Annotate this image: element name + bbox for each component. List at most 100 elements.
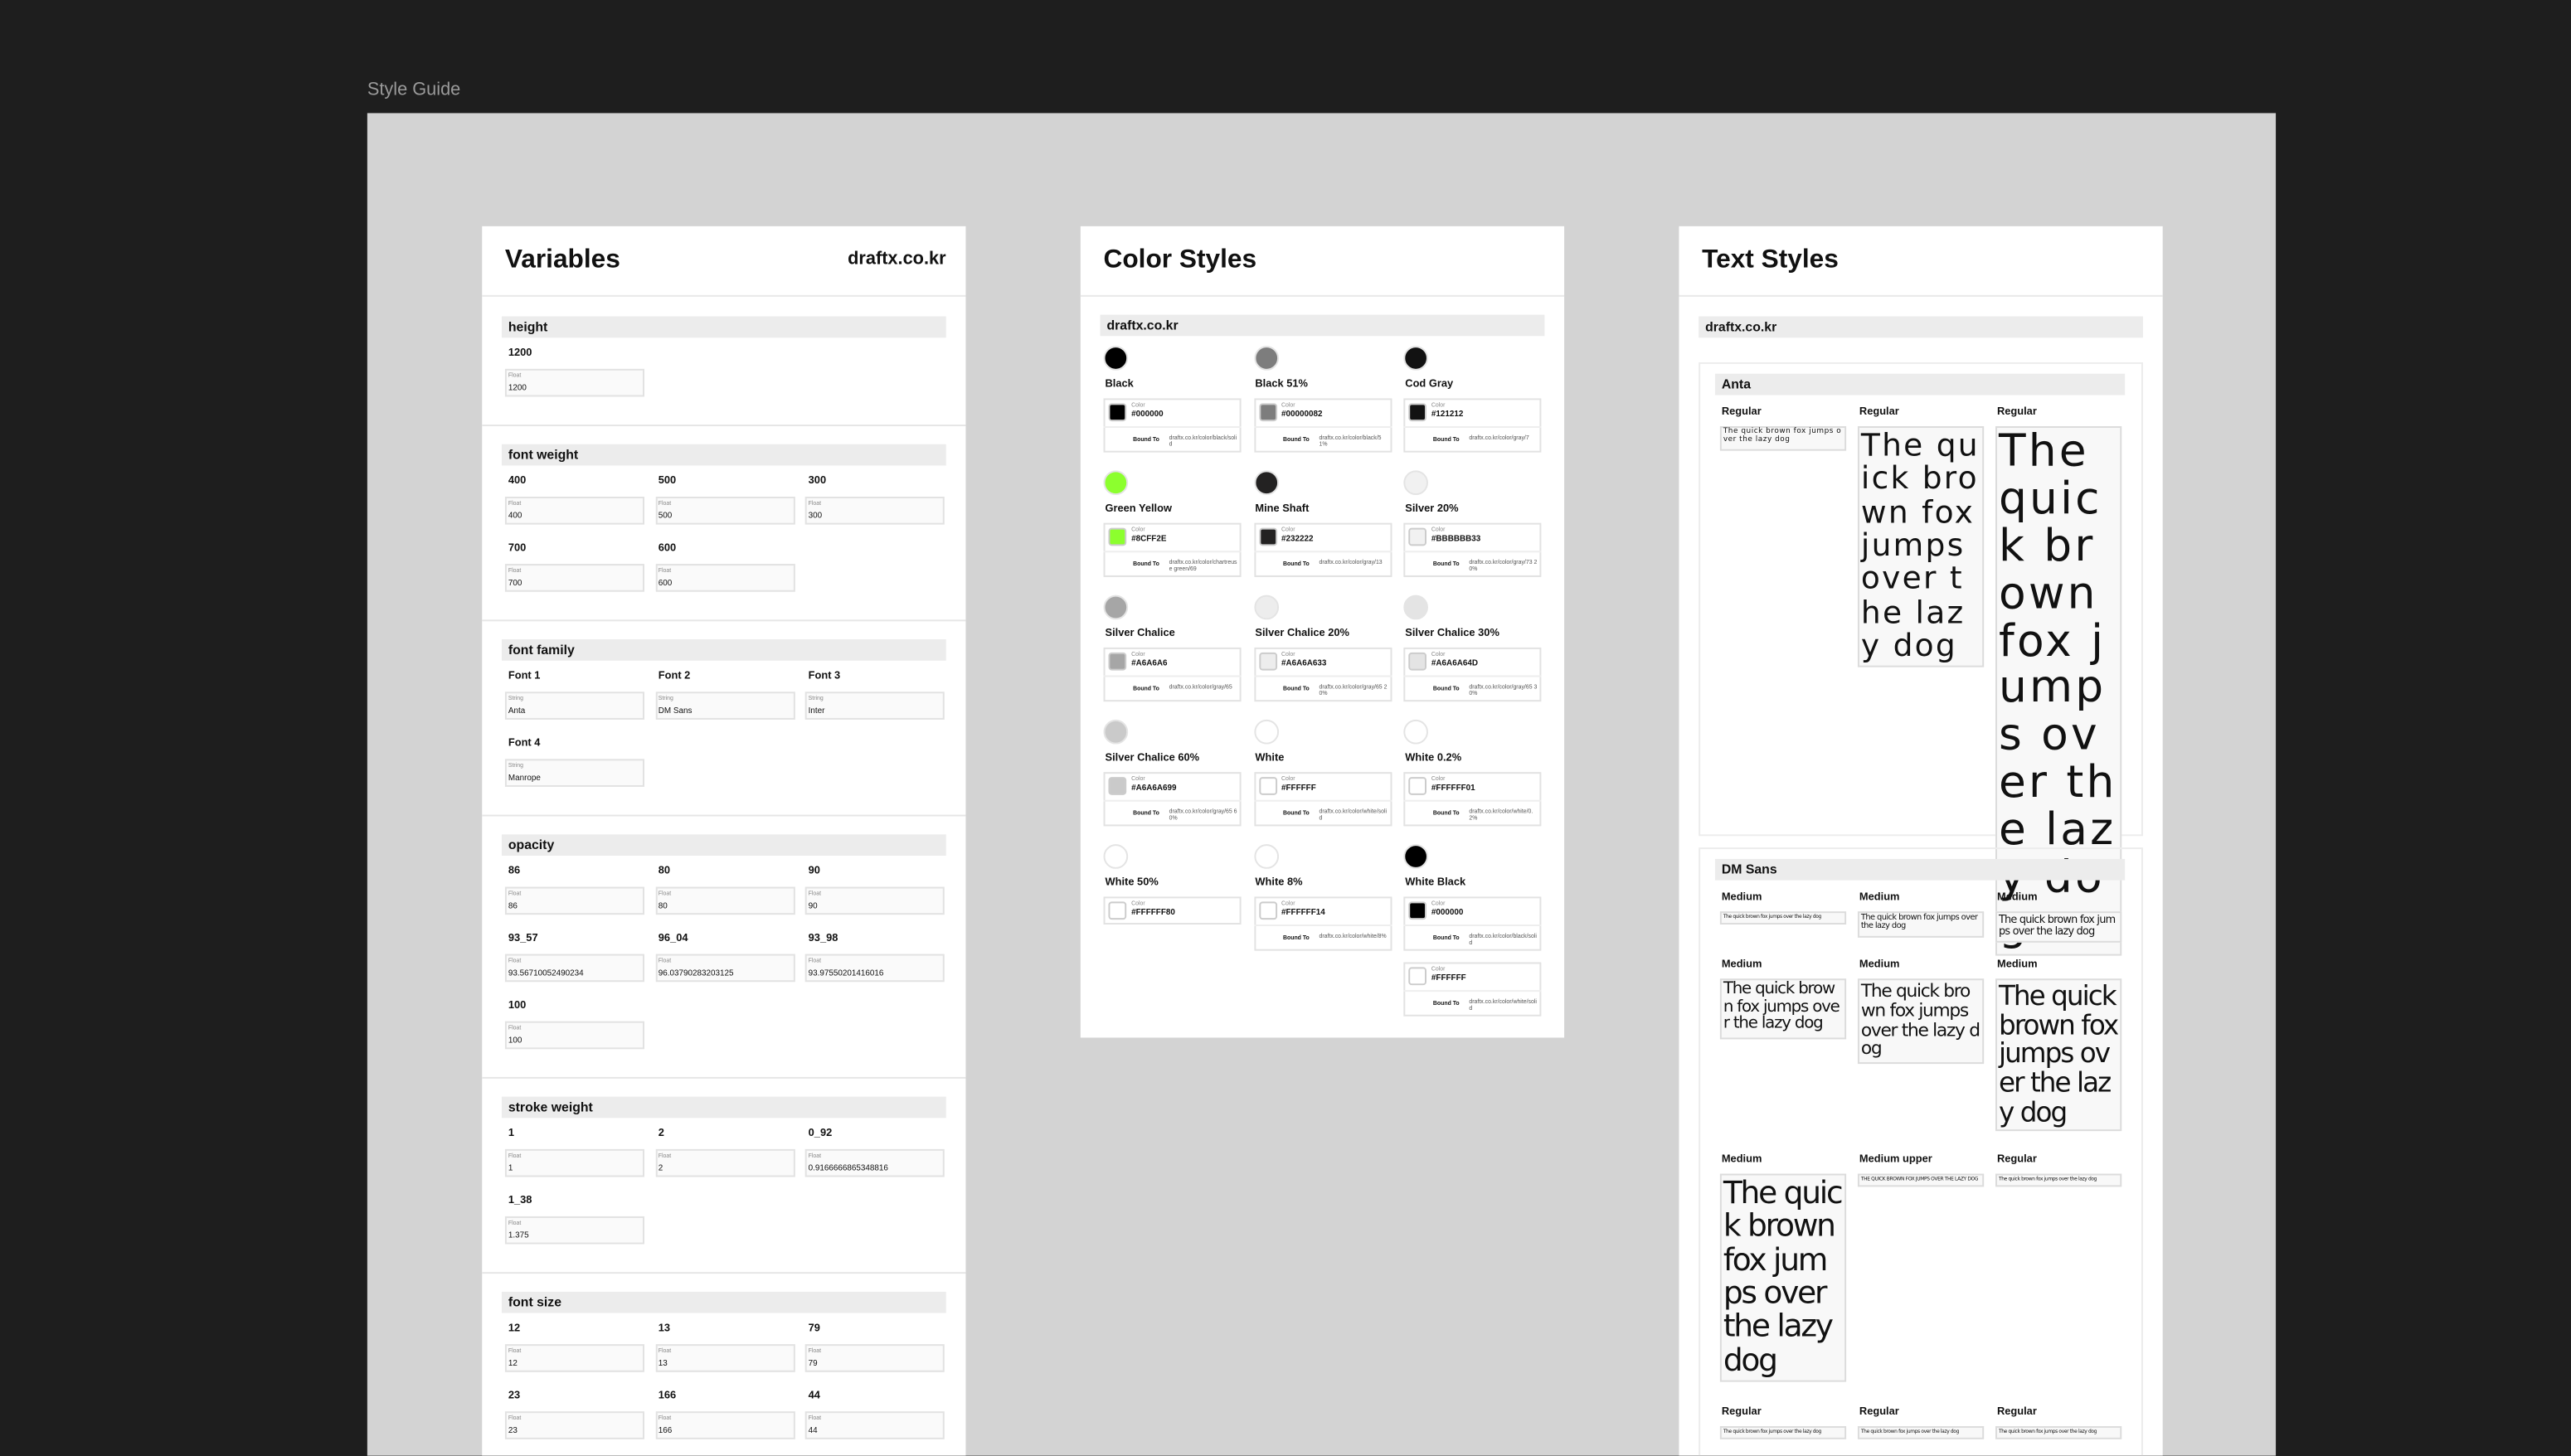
text-sample: The quick brown fox jumps over the lazy … xyxy=(1719,978,1847,1040)
variable-value: 1200 xyxy=(508,382,527,393)
color-hex: #A6A6A699 xyxy=(1131,784,1177,794)
variable-field xyxy=(504,1148,644,1177)
divider xyxy=(482,1272,966,1274)
swatch xyxy=(1403,470,1428,496)
color-chip xyxy=(1408,403,1426,422)
divider xyxy=(1403,925,1542,927)
section-bar xyxy=(1714,373,2126,396)
entry-label: Color xyxy=(1431,401,1446,409)
section-title: stroke weight xyxy=(508,1099,593,1114)
variable-name: Font 3 xyxy=(808,670,841,682)
variable-value: 1.375 xyxy=(508,1230,529,1240)
color-name: Silver Chalice 30% xyxy=(1405,628,1499,640)
divider xyxy=(1253,426,1392,428)
style-name: Medium xyxy=(1721,959,1762,971)
bound-label: Bound To xyxy=(1283,809,1310,817)
divider xyxy=(482,1076,966,1079)
color-entry xyxy=(1103,647,1242,702)
variable-type: Float xyxy=(508,566,522,574)
section-title: DM Sans xyxy=(1721,861,1777,877)
variable-field xyxy=(504,1411,644,1439)
color-chip xyxy=(1108,527,1127,546)
color-chip xyxy=(1108,652,1127,671)
section-bar xyxy=(501,316,946,338)
color-name: Silver Chalice 20% xyxy=(1255,628,1349,640)
bound-label: Bound To xyxy=(1432,934,1460,941)
bound-path: draftx.co.kr/color/gray/73 20% xyxy=(1469,559,1538,573)
variable-field xyxy=(654,564,795,592)
variable-type: Float xyxy=(658,890,672,897)
bound-path: draftx.co.kr/color/white/solid xyxy=(1319,808,1388,822)
color-entry xyxy=(1103,522,1242,577)
divider xyxy=(1403,551,1542,553)
color-entry xyxy=(1103,398,1242,453)
variable-value: 90 xyxy=(808,900,818,911)
text-sample: The quick brown fox jumps over the lazy … xyxy=(1857,1425,1985,1440)
color-name: Mine Shaft xyxy=(1255,503,1310,515)
variable-value: 79 xyxy=(808,1357,818,1368)
color-hex: #BBBBBB33 xyxy=(1431,534,1481,545)
color-chip xyxy=(1108,777,1127,795)
variable-value: 86 xyxy=(508,900,518,911)
color-hex: #A6A6A64D xyxy=(1431,658,1478,669)
section-title: opacity xyxy=(508,837,555,852)
color-entry xyxy=(1103,896,1242,925)
variable-value: 44 xyxy=(808,1425,818,1435)
variable-field xyxy=(654,692,795,720)
color-name: White 0.2% xyxy=(1405,752,1462,764)
style-name: Regular xyxy=(1996,406,2037,419)
color-entry xyxy=(1403,896,1542,951)
variable-field xyxy=(504,497,644,525)
canvas-label: Style Guide xyxy=(367,80,461,101)
entry-label: Color xyxy=(1431,774,1446,782)
style-name: Medium xyxy=(1859,959,1900,971)
variable-name: 1 xyxy=(508,1128,515,1140)
color-hex: #000000 xyxy=(1131,410,1164,420)
variable-name: 86 xyxy=(508,866,521,877)
bound-path: draftx.co.kr/color/gray/65 20% xyxy=(1319,683,1388,697)
variable-type: Float xyxy=(658,1152,672,1159)
section-title: font weight xyxy=(508,447,579,462)
color-chip xyxy=(1108,403,1127,422)
variable-value: 600 xyxy=(658,577,673,588)
variable-name: 700 xyxy=(508,542,527,555)
variable-type: Float xyxy=(808,1152,822,1159)
panel-title: Variables xyxy=(504,246,620,274)
variable-field xyxy=(804,692,945,720)
section-bar xyxy=(501,834,946,856)
color-hex: #121212 xyxy=(1431,410,1464,420)
color-chip xyxy=(1258,652,1277,671)
variable-field xyxy=(504,954,644,983)
color-hex: #FFFFFF14 xyxy=(1281,908,1325,919)
section-title: Anta xyxy=(1721,376,1752,391)
section-bar xyxy=(1100,314,1545,337)
entry-label: Color xyxy=(1431,650,1446,658)
divider xyxy=(1403,675,1542,677)
text-sample: The quick brown fox jumps over the lazy … xyxy=(1719,1173,1847,1382)
color-hex: #FFFFFF xyxy=(1281,784,1316,794)
entry-label: Color xyxy=(1431,965,1446,973)
section-title: draftx.co.kr xyxy=(1106,317,1179,332)
section-bar xyxy=(501,1291,946,1313)
section-bar xyxy=(501,639,946,661)
variable-field xyxy=(804,954,945,983)
bound-path: draftx.co.kr/color/black/51% xyxy=(1319,434,1382,449)
variable-field xyxy=(804,1344,945,1372)
panel-title: Color Styles xyxy=(1103,246,1257,274)
variable-name: 12 xyxy=(508,1323,521,1335)
divider xyxy=(1403,799,1542,802)
divider xyxy=(1403,990,1542,993)
variable-value: 2 xyxy=(658,1162,663,1173)
style-name: Medium xyxy=(1859,891,1900,904)
color-chip xyxy=(1408,652,1426,671)
variable-field xyxy=(504,1344,644,1372)
divider xyxy=(482,294,966,297)
variable-name: 96_04 xyxy=(658,933,688,944)
variable-field xyxy=(654,1344,795,1372)
site: draftx.co.kr xyxy=(848,250,946,270)
variable-type: Float xyxy=(808,890,822,897)
color-entry xyxy=(1403,772,1542,827)
variable-type: Float xyxy=(808,499,822,507)
divider xyxy=(1103,426,1242,428)
text-sample: The quick brown fox jumps over the lazy … xyxy=(1719,426,1847,450)
